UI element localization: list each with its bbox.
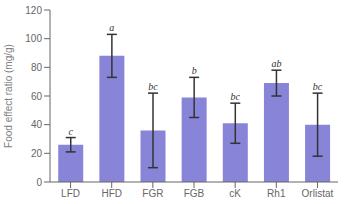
svg-text:80: 80 [31, 62, 43, 73]
svg-text:40: 40 [31, 119, 43, 130]
svg-text:a: a [109, 22, 114, 33]
svg-text:b: b [192, 65, 197, 76]
svg-text:100: 100 [25, 33, 42, 44]
svg-text:Rh1: Rh1 [267, 188, 286, 199]
svg-text:FGB: FGB [184, 188, 205, 199]
svg-text:FGR: FGR [142, 188, 163, 199]
svg-text:cK: cK [229, 188, 241, 199]
svg-text:bc: bc [313, 81, 323, 92]
svg-text:120: 120 [25, 5, 42, 16]
svg-text:bc: bc [148, 81, 158, 92]
svg-text:Food effect ratio (mg/g): Food effect ratio (mg/g) [8, 44, 14, 148]
svg-text:ab: ab [271, 58, 281, 69]
svg-text:0: 0 [36, 177, 42, 188]
svg-text:LFD: LFD [61, 188, 80, 199]
svg-text:c: c [69, 126, 74, 137]
svg-text:20: 20 [31, 148, 43, 159]
svg-text:bc: bc [231, 91, 241, 102]
svg-text:HFD: HFD [101, 188, 122, 199]
svg-text:60: 60 [31, 91, 43, 102]
svg-text:Orlistat: Orlistat [302, 188, 334, 199]
